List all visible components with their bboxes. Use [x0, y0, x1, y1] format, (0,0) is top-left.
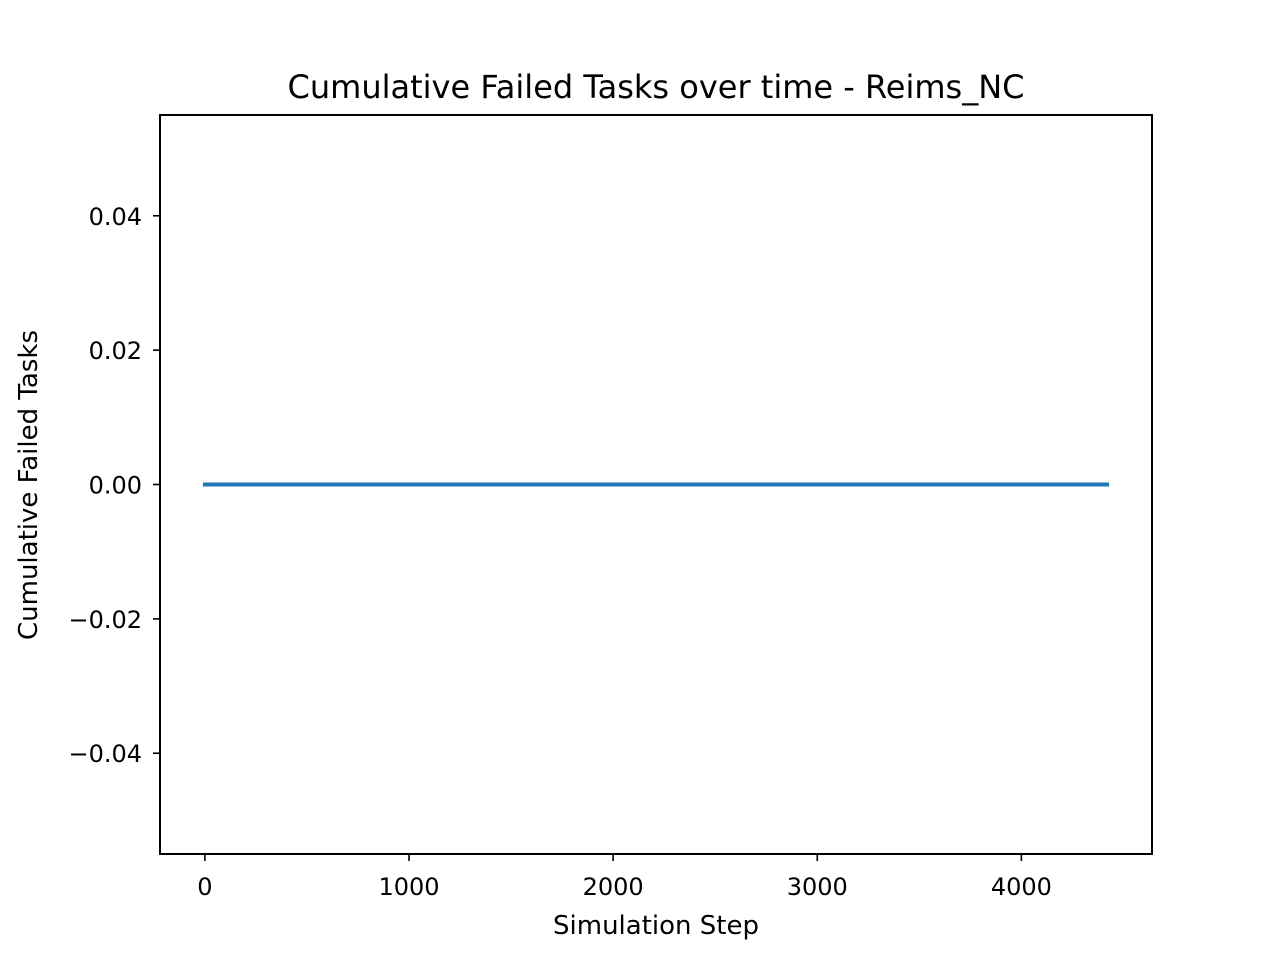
- chart-title: Cumulative Failed Tasks over time - Reim…: [288, 68, 1025, 106]
- x-tick-label: 0: [197, 873, 212, 901]
- y-tick-label: 0.04: [89, 203, 142, 231]
- y-axis-label: Cumulative Failed Tasks: [14, 330, 44, 640]
- x-tick-label: 3000: [787, 873, 848, 901]
- x-axis-label: Simulation Step: [553, 911, 759, 941]
- y-tick-label: 0.00: [89, 472, 142, 500]
- x-axis: 0 1000 2000 3000 4000: [197, 854, 1052, 901]
- y-tick-label: −0.04: [68, 740, 142, 768]
- y-tick-label: 0.02: [89, 337, 142, 365]
- x-tick-label: 1000: [378, 873, 439, 901]
- y-tick-label: −0.02: [68, 606, 142, 634]
- y-axis: 0.04 0.02 0.00 −0.02 −0.04: [68, 203, 160, 768]
- x-tick-label: 4000: [991, 873, 1052, 901]
- x-tick-label: 2000: [583, 873, 644, 901]
